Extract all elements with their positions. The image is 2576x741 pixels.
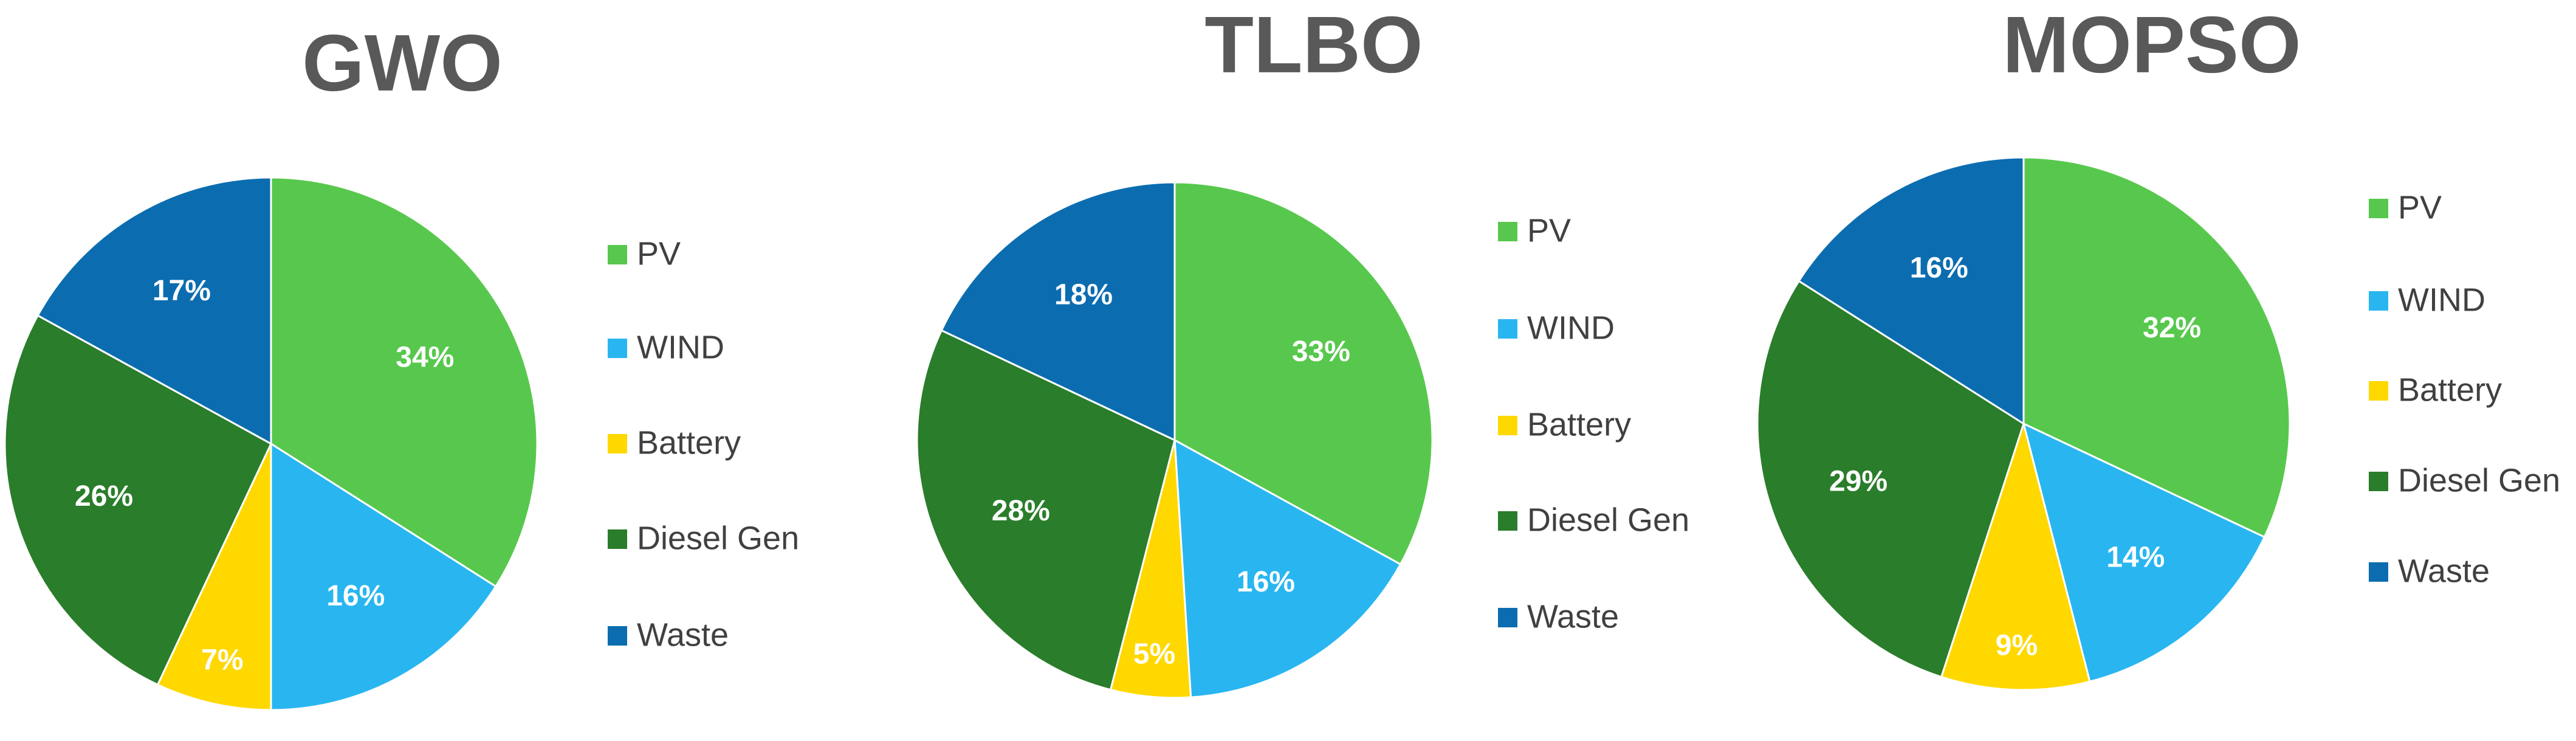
legend-label: PV [637,235,681,272]
data-label: 29% [1829,466,1887,498]
legend-label: Diesel Gen [2398,462,2560,498]
legend-swatch [1498,319,1517,339]
pie-slice [1173,181,1434,566]
legend-label: PV [2398,189,2442,226]
legend-swatch [1498,608,1517,627]
data-label: 14% [2106,541,2165,573]
pie-slice [1940,420,2091,691]
legend-swatch [2369,381,2388,401]
pie-slice [36,176,272,446]
legend-label: Waste [2398,553,2490,589]
legend-swatch [2369,562,2388,582]
legend-swatch [608,626,627,646]
pie-slice [940,181,1176,442]
data-label: 16% [326,580,385,612]
data-label: 5% [1133,638,1175,670]
legend-swatch [608,339,627,358]
data-label: 17% [153,275,211,307]
pie-slice [916,329,1176,691]
legend-label: Waste [1527,598,1619,635]
legend-label: Battery [1527,406,1631,443]
legend-label: WIND [1527,309,1615,346]
data-label: 34% [396,341,454,373]
legend-label: WIND [2398,281,2485,318]
legend-label: Diesel Gen [1527,501,1689,538]
pie-slice [2022,156,2291,539]
pie-slice [1756,280,2025,678]
legend-label: Battery [2398,371,2502,408]
data-label: 33% [1292,336,1350,368]
data-label: 32% [2143,312,2201,344]
legend-label: WIND [637,329,724,365]
chart-title: MOPSO [2002,0,2301,89]
data-label: 18% [1054,278,1113,311]
pie-chart: GWO 34% 16% 7% 26% 17% PV WIND Battery Diesel Gen… [4,18,799,711]
pie-slice [2022,422,2266,683]
pie-slice [156,443,272,711]
pie-chart: TLBO 33% 16% 5% 28% 18% PV WIND Battery Diesel Ge… [916,0,1689,699]
legend-swatch [608,245,627,264]
data-label: 28% [992,495,1050,527]
data-label: 7% [201,644,243,677]
legend-swatch [1498,222,1517,241]
pie-slice [270,176,538,588]
legend-swatch [1498,416,1517,435]
pie-slice [1173,438,1402,698]
data-label: 16% [1910,252,1968,284]
data-label: 16% [1237,566,1295,598]
chart-title: GWO [302,18,503,108]
pie-slice [270,442,497,711]
legend-label: Diesel Gen [637,520,799,556]
legend-swatch [2369,472,2388,491]
legend-swatch [2369,291,2388,311]
legend-swatch [608,529,627,549]
chart-title: TLBO [1204,0,1423,89]
legend-swatch [1498,511,1517,531]
data-label: 26% [75,480,133,512]
legend-label: Battery [637,424,741,461]
pie-chart: MOPSO 32% 14% 9% 29% 16% PV WIND Battery Diesel G… [1756,0,2560,691]
legend-swatch [608,434,627,453]
pie-slice [1798,156,2025,426]
data-label: 9% [1996,629,2038,661]
legend-label: PV [1527,212,1571,249]
legend-label: Waste [637,616,729,653]
legend-swatch [2369,199,2388,218]
